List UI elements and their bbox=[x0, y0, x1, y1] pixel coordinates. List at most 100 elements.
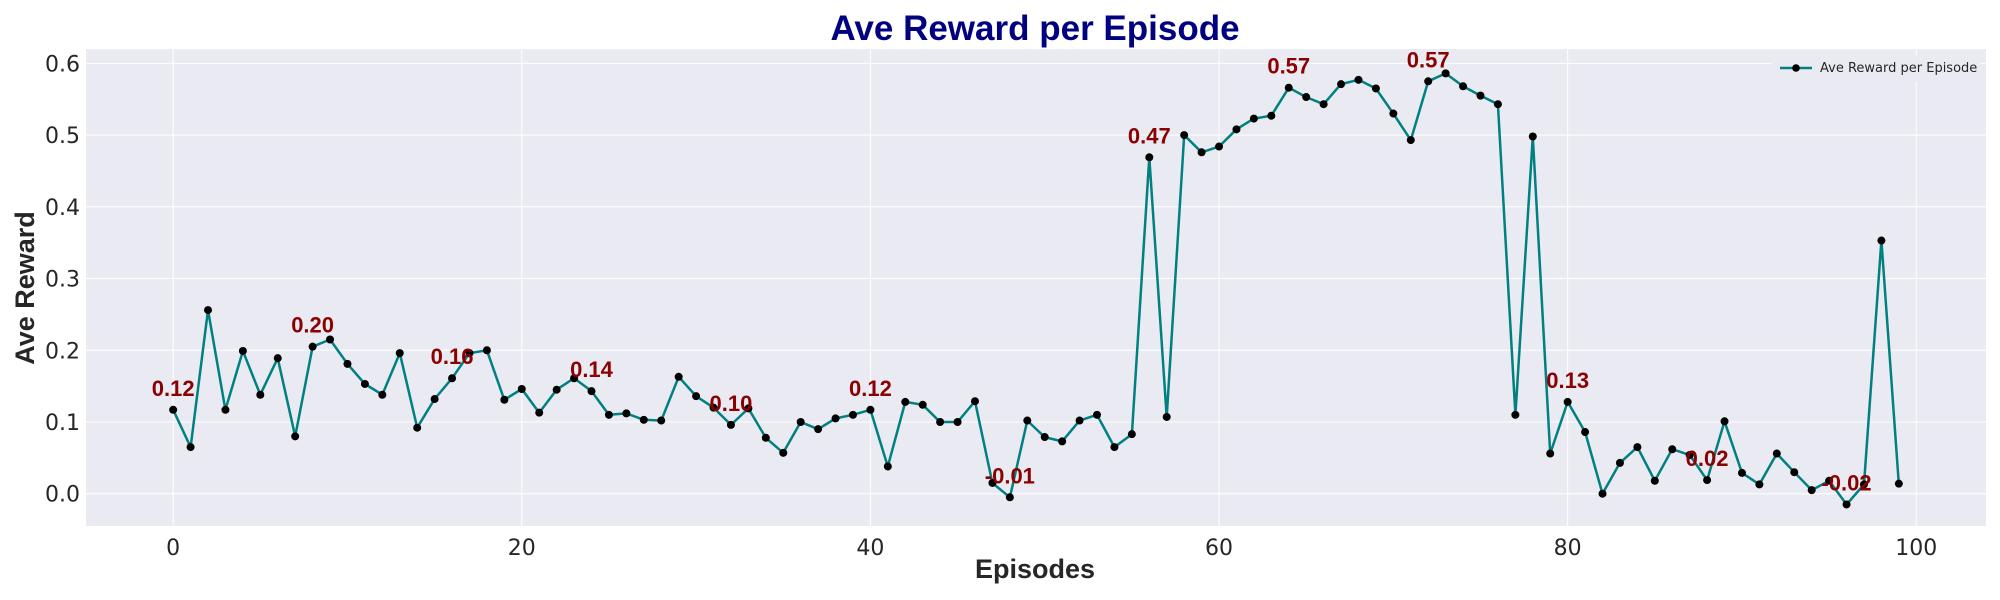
data-point bbox=[726, 420, 735, 429]
data-point bbox=[1668, 445, 1677, 454]
data-point bbox=[1772, 449, 1781, 458]
data-point bbox=[657, 416, 666, 425]
data-point bbox=[1110, 443, 1119, 452]
data-point bbox=[169, 405, 178, 414]
data-point bbox=[186, 443, 195, 452]
data-point bbox=[1859, 480, 1868, 489]
data-label: 0.12 bbox=[152, 376, 195, 401]
data-point bbox=[343, 359, 352, 368]
data-point bbox=[970, 397, 979, 406]
y-tick-label: 0.2 bbox=[45, 339, 80, 364]
data-point bbox=[465, 349, 474, 358]
data-point bbox=[1371, 84, 1380, 93]
data-point bbox=[1615, 458, 1624, 467]
grid bbox=[86, 49, 1986, 526]
data-point bbox=[1023, 416, 1032, 425]
data-point bbox=[761, 433, 770, 442]
data-point bbox=[1197, 148, 1206, 157]
data-point bbox=[1354, 75, 1363, 84]
data-point bbox=[587, 387, 596, 396]
x-tick-label: 100 bbox=[1895, 536, 1937, 561]
data-point bbox=[1476, 91, 1485, 100]
data-point bbox=[988, 478, 997, 487]
data-point bbox=[1058, 437, 1067, 446]
data-point bbox=[866, 405, 875, 414]
x-tick-label: 20 bbox=[508, 536, 536, 561]
data-point bbox=[1790, 468, 1799, 477]
data-point bbox=[639, 415, 648, 424]
x-axis-label: Episodes bbox=[975, 554, 1095, 584]
data-point bbox=[1825, 476, 1834, 485]
data-point bbox=[1337, 80, 1346, 89]
data-point bbox=[482, 346, 491, 355]
data-point bbox=[1755, 480, 1764, 489]
data-point bbox=[1284, 83, 1293, 92]
data-point bbox=[883, 462, 892, 471]
data-point bbox=[570, 374, 579, 383]
data-point bbox=[918, 400, 927, 409]
data-point bbox=[1528, 132, 1537, 141]
data-point bbox=[1703, 476, 1712, 485]
y-tick-label: 0.0 bbox=[45, 483, 80, 508]
y-tick-label: 0.5 bbox=[45, 124, 80, 149]
chart-title: Ave Reward per Episode bbox=[830, 9, 1239, 48]
data-label: 0.02 bbox=[1686, 446, 1729, 471]
data-point bbox=[535, 408, 544, 417]
data-point bbox=[1215, 142, 1224, 151]
data-point bbox=[1162, 412, 1171, 421]
data-point bbox=[430, 395, 439, 404]
series-line bbox=[172, 72, 1901, 506]
data-point bbox=[692, 392, 701, 401]
data-point bbox=[1389, 109, 1398, 118]
data-point bbox=[779, 448, 788, 457]
y-tick-labels: 0.0 0.1 0.2 0.3 0.4 0.5 0.6 bbox=[45, 52, 80, 507]
data-label: 0.57 bbox=[1407, 47, 1450, 72]
data-point bbox=[1180, 131, 1189, 140]
data-point bbox=[517, 384, 526, 393]
data-point bbox=[1842, 500, 1851, 509]
data-point bbox=[1441, 69, 1450, 78]
data-point bbox=[1406, 136, 1415, 145]
data-point bbox=[1633, 443, 1642, 452]
data-point bbox=[1127, 430, 1136, 439]
plot-area bbox=[86, 49, 1986, 526]
data-label: 0.57 bbox=[1267, 54, 1310, 79]
data-point bbox=[273, 354, 282, 363]
data-point bbox=[622, 409, 631, 418]
data-point bbox=[936, 417, 945, 426]
data-point bbox=[1040, 433, 1049, 442]
data-point bbox=[1720, 417, 1729, 426]
data-point bbox=[831, 414, 840, 423]
data-point bbox=[1563, 397, 1572, 406]
data-point bbox=[709, 403, 718, 412]
data-point bbox=[1685, 450, 1694, 459]
data-point bbox=[1075, 416, 1084, 425]
data-label: -0.02 bbox=[1821, 470, 1871, 495]
data-point bbox=[1737, 468, 1746, 477]
x-tick-label: 80 bbox=[1554, 536, 1582, 561]
y-tick-label: 0.6 bbox=[45, 52, 80, 77]
data-point bbox=[848, 410, 857, 419]
data-label: 0.47 bbox=[1128, 123, 1171, 148]
data-point bbox=[221, 405, 230, 414]
x-tick-label: 0 bbox=[166, 536, 180, 561]
data-point bbox=[1493, 100, 1502, 109]
data-point bbox=[448, 374, 457, 383]
x-tick-labels: 0 20 40 60 80 100 bbox=[166, 536, 1937, 561]
data-label: 0.20 bbox=[291, 313, 334, 338]
y-tick-label: 0.1 bbox=[45, 411, 80, 436]
data-point bbox=[291, 432, 300, 441]
data-label: 0.14 bbox=[570, 357, 614, 382]
y-tick-label: 0.4 bbox=[45, 196, 80, 221]
data-point bbox=[796, 417, 805, 426]
data-point bbox=[326, 335, 335, 344]
data-point bbox=[674, 372, 683, 381]
data-point bbox=[744, 404, 753, 413]
legend-marker-swatch bbox=[1792, 64, 1800, 72]
data-label: 0.12 bbox=[849, 376, 892, 401]
data-point bbox=[1005, 493, 1014, 502]
series-markers bbox=[169, 69, 1903, 509]
legend-label: Ave Reward per Episode bbox=[1820, 61, 1977, 76]
data-point bbox=[1581, 428, 1590, 437]
